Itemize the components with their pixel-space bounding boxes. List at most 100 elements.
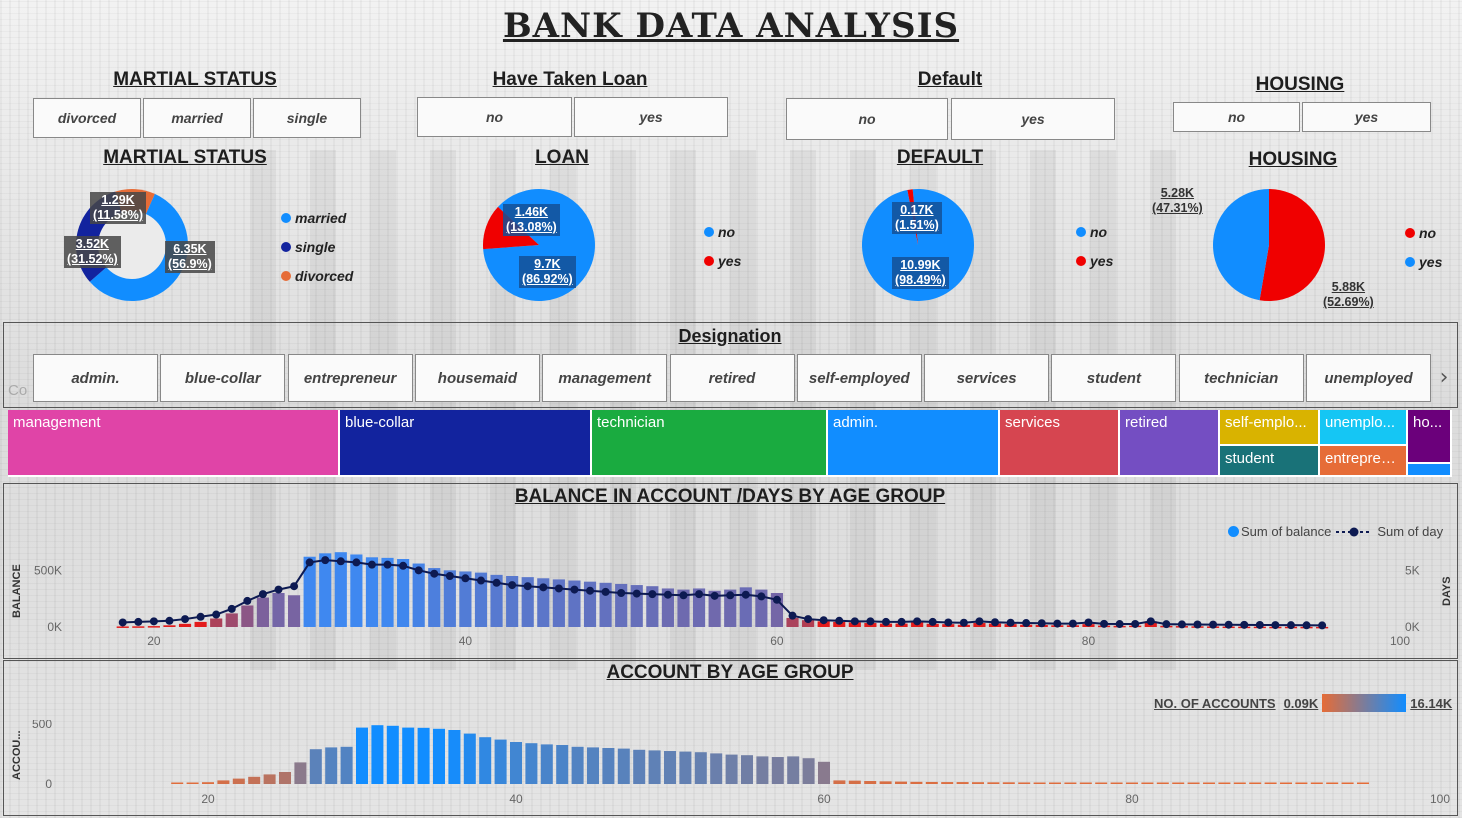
- account-bar[interactable]: [432, 728, 446, 784]
- account-bar[interactable]: [756, 756, 769, 784]
- account-bar[interactable]: [217, 780, 230, 784]
- day-point[interactable]: [508, 581, 517, 590]
- day-point[interactable]: [1302, 621, 1311, 630]
- treemap-cell-technician[interactable]: technician: [592, 410, 828, 477]
- designation-option-blue-collar[interactable]: blue-collar: [160, 354, 286, 402]
- day-point[interactable]: [305, 558, 314, 567]
- day-point[interactable]: [695, 590, 704, 599]
- day-point[interactable]: [290, 582, 299, 591]
- legend-divorced[interactable]: divorced: [281, 268, 353, 284]
- account-bar[interactable]: [417, 727, 430, 784]
- account-bar[interactable]: [278, 772, 292, 784]
- day-point[interactable]: [975, 617, 984, 626]
- day-point[interactable]: [430, 569, 439, 578]
- day-point[interactable]: [336, 557, 345, 566]
- day-point[interactable]: [414, 566, 423, 575]
- balance-bar[interactable]: [350, 554, 363, 627]
- account-bar[interactable]: [1187, 782, 1200, 785]
- account-bar[interactable]: [894, 781, 908, 784]
- day-point[interactable]: [445, 572, 454, 580]
- day-point[interactable]: [757, 592, 766, 601]
- account-bar[interactable]: [925, 781, 938, 784]
- treemap-cell-student[interactable]: student: [1220, 446, 1320, 477]
- account-bar[interactable]: [987, 782, 1000, 784]
- balance-bar[interactable]: [287, 595, 301, 627]
- account-bar[interactable]: [1156, 782, 1169, 785]
- account-bar[interactable]: [617, 748, 630, 784]
- account-bar[interactable]: [941, 782, 954, 784]
- day-point[interactable]: [1006, 618, 1015, 627]
- balance-bar[interactable]: [256, 597, 269, 627]
- account-bar[interactable]: [1125, 782, 1139, 785]
- designation-option-services[interactable]: services: [924, 354, 1050, 402]
- day-point[interactable]: [959, 618, 968, 627]
- loan-legend-no[interactable]: no: [704, 224, 735, 240]
- day-point[interactable]: [367, 560, 376, 569]
- balance-bar[interactable]: [552, 579, 565, 627]
- account-bar[interactable]: [586, 747, 600, 784]
- day-point[interactable]: [118, 618, 127, 627]
- account-bar[interactable]: [448, 730, 461, 784]
- account-bar[interactable]: [1326, 782, 1339, 785]
- day-point[interactable]: [835, 616, 844, 625]
- day-point[interactable]: [913, 617, 922, 626]
- account-bar[interactable]: [1018, 782, 1031, 784]
- loan-option-yes[interactable]: yes: [574, 97, 728, 137]
- day-point[interactable]: [1193, 620, 1202, 629]
- account-bar[interactable]: [740, 755, 754, 784]
- balance-bar[interactable]: [412, 563, 425, 627]
- treemap-cell-admin-[interactable]: admin.: [828, 410, 1000, 477]
- day-point[interactable]: [1100, 619, 1109, 628]
- day-point[interactable]: [804, 615, 813, 624]
- balance-bar[interactable]: [210, 618, 223, 628]
- account-bar[interactable]: [1064, 782, 1077, 785]
- balance-bar[interactable]: [506, 576, 519, 627]
- day-point[interactable]: [352, 558, 361, 567]
- account-bar[interactable]: [294, 762, 307, 784]
- day-point[interactable]: [476, 576, 485, 585]
- account-bar[interactable]: [971, 782, 985, 784]
- marital-option-divorced[interactable]: divorced: [33, 98, 141, 138]
- balance-bar[interactable]: [677, 589, 690, 627]
- day-point[interactable]: [632, 589, 641, 598]
- balance-bar[interactable]: [474, 572, 488, 627]
- day-point[interactable]: [1162, 620, 1171, 629]
- account-bar[interactable]: [910, 781, 923, 784]
- account-bar[interactable]: [540, 744, 553, 784]
- account-bar[interactable]: [1279, 782, 1293, 785]
- day-point[interactable]: [726, 591, 735, 600]
- day-point[interactable]: [570, 585, 579, 594]
- day-point[interactable]: [944, 618, 953, 627]
- account-bar[interactable]: [1233, 782, 1246, 785]
- balance-bar[interactable]: [397, 559, 410, 627]
- account-bar[interactable]: [371, 725, 384, 784]
- designation-option-admin[interactable]: admin.: [33, 354, 158, 402]
- designation-option-housemaid[interactable]: housemaid: [414, 354, 540, 402]
- designation-option-management[interactable]: management: [542, 354, 668, 402]
- housing-option-yes[interactable]: yes: [1302, 102, 1431, 132]
- account-bar[interactable]: [848, 780, 861, 784]
- account-bar[interactable]: [1110, 782, 1123, 785]
- day-point[interactable]: [1068, 619, 1077, 628]
- account-bar[interactable]: [710, 753, 723, 784]
- treemap-cell-self-employed[interactable]: self-emplo...: [1220, 410, 1320, 446]
- pie-slice-no[interactable]: [1259, 189, 1325, 301]
- balance-bar[interactable]: [692, 588, 706, 627]
- day-point[interactable]: [819, 616, 828, 625]
- account-bar[interactable]: [1079, 782, 1092, 785]
- day-point[interactable]: [165, 616, 174, 625]
- account-bar[interactable]: [1356, 782, 1370, 785]
- day-point[interactable]: [274, 585, 283, 594]
- day-point[interactable]: [461, 574, 470, 583]
- housing-legend-yes[interactable]: yes: [1405, 254, 1442, 270]
- treemap-cell-blue-collar[interactable]: blue-collar: [340, 410, 592, 477]
- marital-option-single[interactable]: single: [253, 98, 361, 138]
- treemap-cell-services[interactable]: services: [1000, 410, 1120, 477]
- account-bar[interactable]: [864, 781, 877, 784]
- loan-legend-yes[interactable]: yes: [704, 253, 741, 269]
- treemap-cell-entrepreneur[interactable]: entrepren...: [1320, 446, 1408, 477]
- account-bar[interactable]: [571, 746, 584, 784]
- account-bar[interactable]: [648, 750, 661, 784]
- account-bar[interactable]: [463, 733, 476, 784]
- day-point[interactable]: [850, 617, 859, 626]
